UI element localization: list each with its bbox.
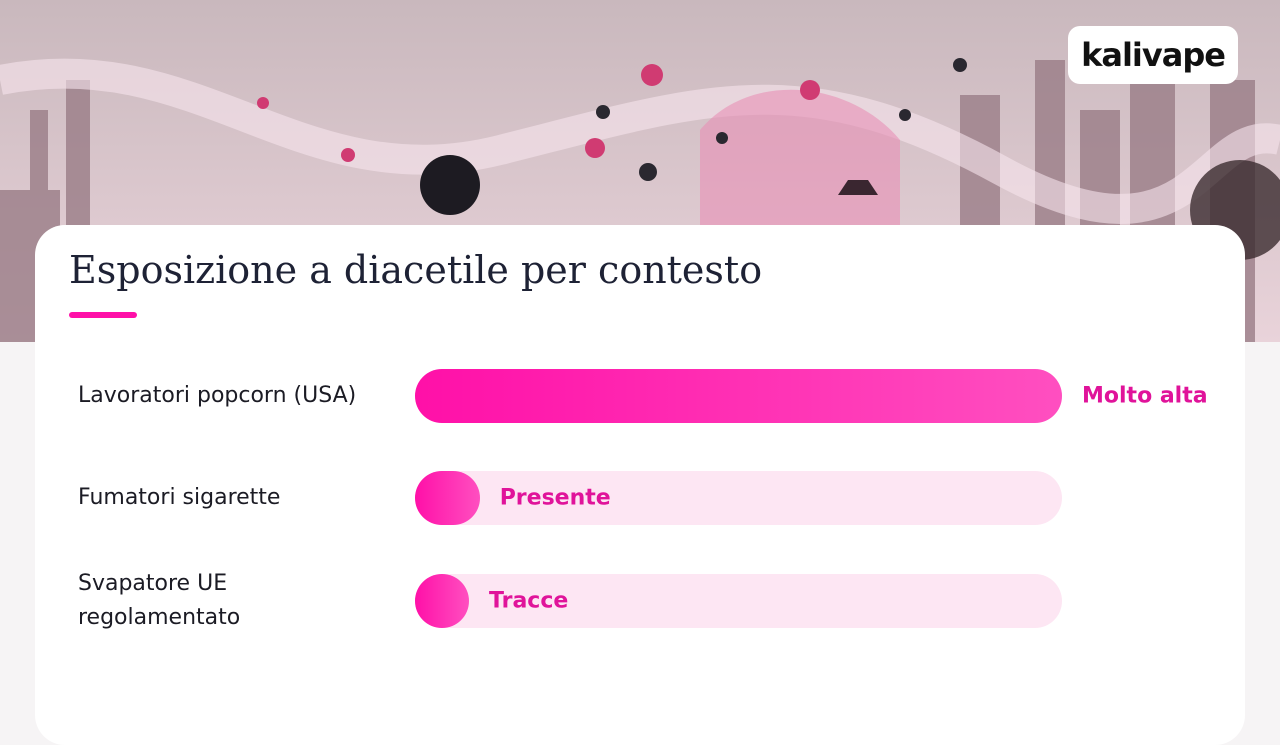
value-label: Molto alta [1082,383,1208,409]
brand-logo[interactable]: kalivape [1068,26,1238,84]
category-label: Svapatore UE regolamentato [78,571,241,630]
bar [415,369,1062,423]
bar [415,574,469,628]
title-underline [69,312,137,318]
value-label: Presente [499,485,611,511]
category-label: Fumatori sigarette [78,485,281,510]
value-label: Tracce [489,588,569,614]
bar-track [415,471,1062,525]
bar [415,471,480,525]
category-label: Lavoratori popcorn (USA) [78,383,357,408]
bar-track [415,574,1062,628]
bar-track [415,369,1062,423]
chart-title: Esposizione a diacetile per contesto [69,248,763,292]
